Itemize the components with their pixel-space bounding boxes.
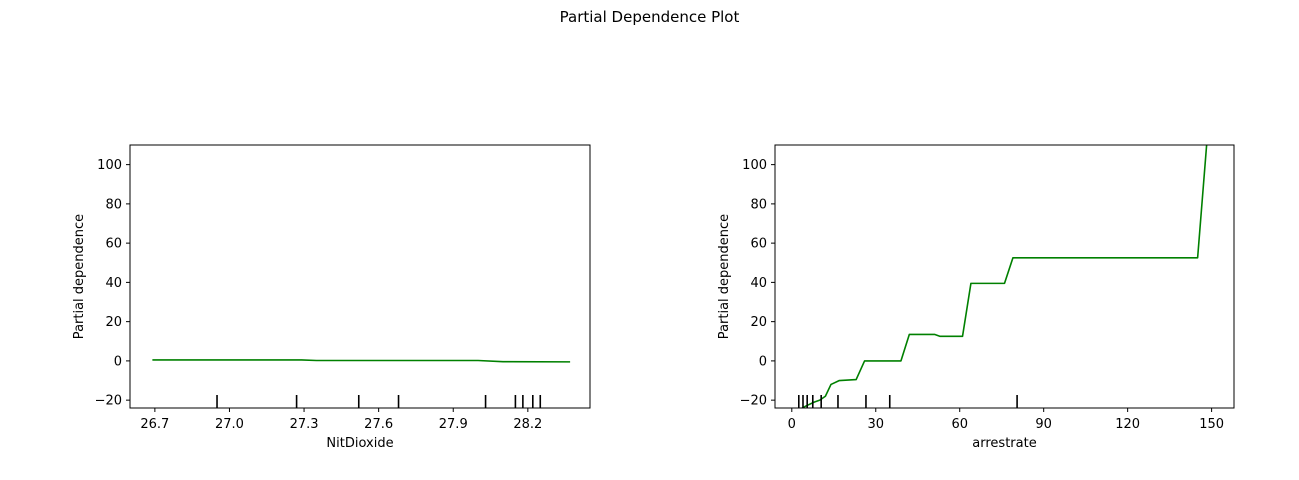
y-tick-label: 80: [105, 197, 122, 212]
x-tick-label: 30: [867, 417, 884, 432]
x-tick-label: 0: [788, 417, 796, 432]
pdp-panel-nitdioxide: 26.7 27.0 27.3 27.6 27.9 28.2 −20 0 20 40 60 80 100 N…: [72, 144, 591, 451]
x-axis-label: arrestrate: [972, 436, 1036, 451]
y-tick-label: 40: [750, 276, 767, 291]
y-tick-label: 0: [114, 354, 122, 369]
axes-frame: [129, 144, 591, 409]
x-tick-label: 27.9: [439, 417, 468, 432]
axes-frame: [774, 144, 1235, 409]
x-tick-label: 27.6: [364, 417, 393, 432]
x-tick-label: 150: [1199, 417, 1224, 432]
x-tick-label: 27.3: [290, 417, 319, 432]
y-tick-label: 60: [750, 237, 767, 252]
y-tick-label: 100: [742, 158, 767, 173]
y-tick-label: 60: [105, 237, 122, 252]
y-tick-label: −20: [95, 394, 122, 409]
x-tick-label: 90: [1035, 417, 1052, 432]
pd-line: [800, 145, 1208, 408]
figure-title: Partial Dependence Plot: [560, 8, 740, 26]
y-tick-label: 100: [97, 158, 122, 173]
y-tick-label: 80: [750, 197, 767, 212]
y-tick-label: 20: [105, 315, 122, 330]
x-tick-label: 60: [951, 417, 968, 432]
y-tick-label: 40: [105, 276, 122, 291]
pd-line: [152, 359, 571, 363]
pdp-panel-arrestrate: 0 30 60 90 120 150 −20 0 20 40 60 80 100 arrestrate Pa…: [717, 144, 1235, 451]
y-tick-label: 0: [759, 354, 767, 369]
x-tick-label: 120: [1115, 417, 1140, 432]
x-axis-label: NitDioxide: [326, 436, 393, 451]
y-tick-label: −20: [740, 394, 767, 409]
y-tick-label: 20: [750, 315, 767, 330]
x-tick-label: 28.2: [513, 417, 542, 432]
x-tick-label: 26.7: [140, 417, 169, 432]
y-axis-label: Partial dependence: [717, 214, 732, 339]
y-axis-label: Partial dependence: [72, 214, 87, 339]
x-tick-label: 27.0: [215, 417, 244, 432]
